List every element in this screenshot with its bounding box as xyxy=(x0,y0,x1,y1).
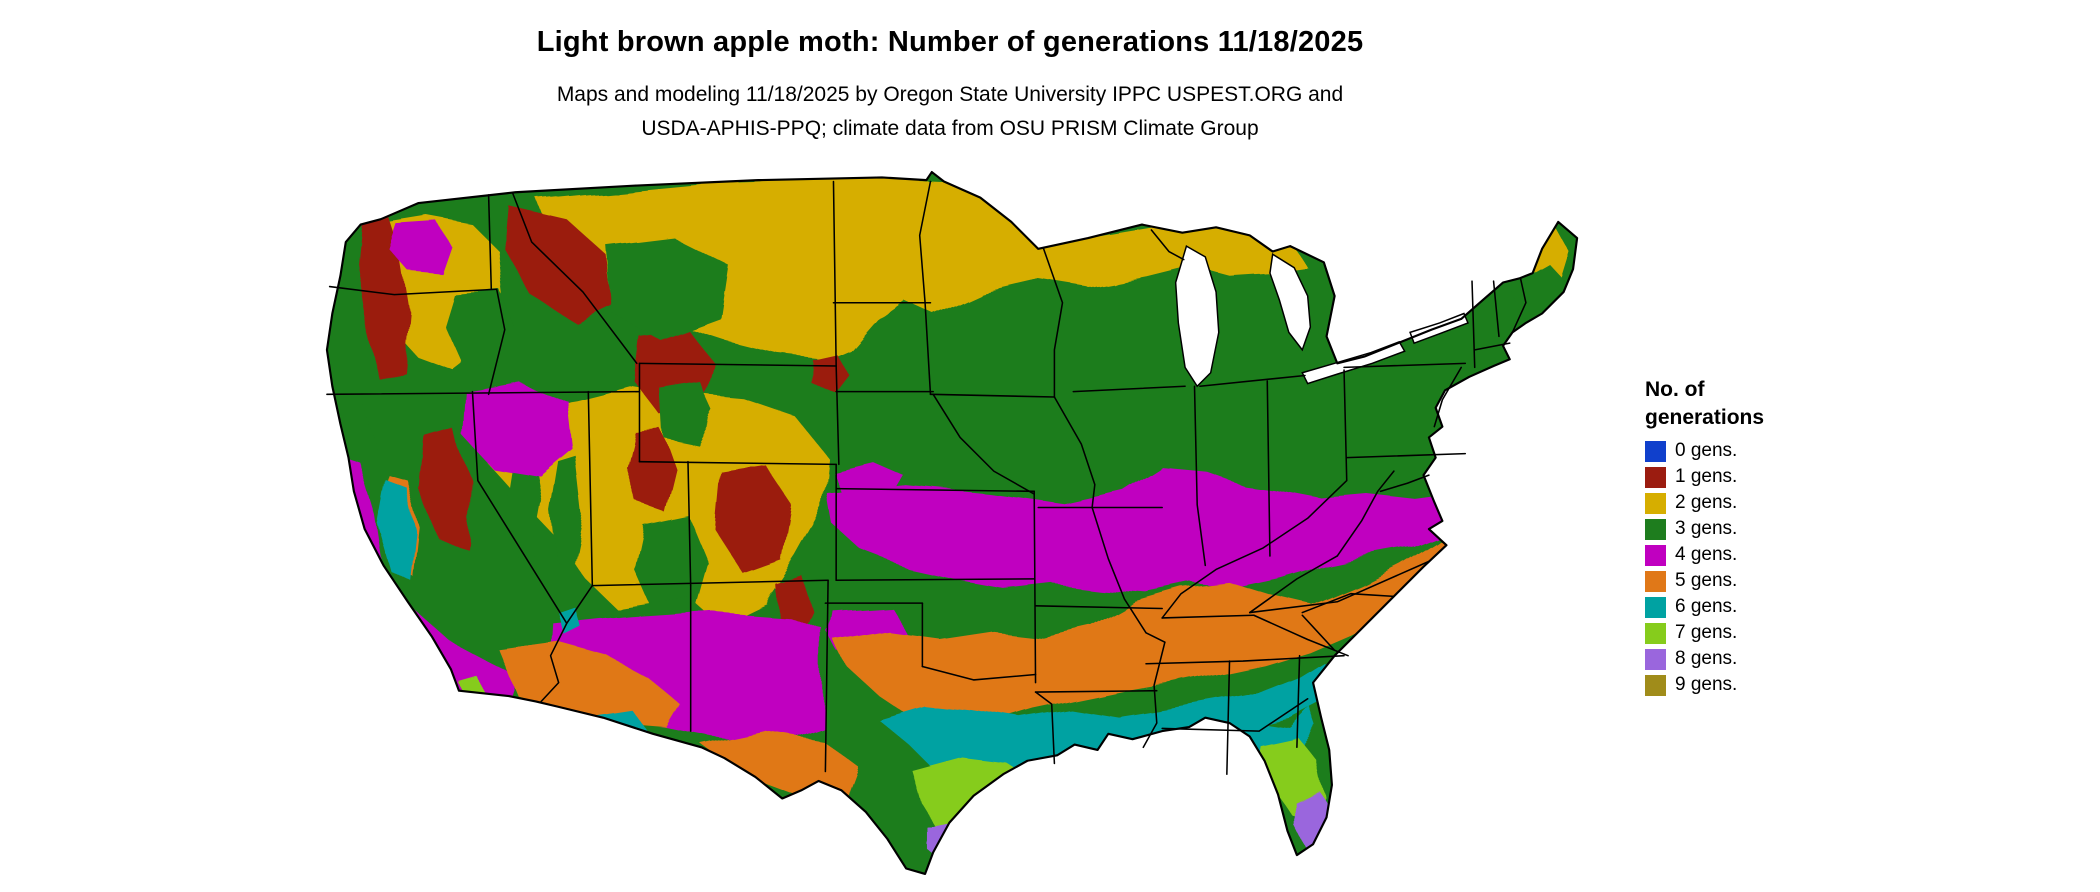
legend-item: 0 gens. xyxy=(1645,440,1865,462)
region-6-gens xyxy=(378,480,419,583)
us-map xyxy=(300,168,1600,882)
legend-item-label: 6 gens. xyxy=(1675,596,1738,617)
legend-item-label: 8 gens. xyxy=(1675,648,1738,669)
region-6-gens xyxy=(876,601,1398,799)
legend-swatch xyxy=(1645,492,1666,514)
legend-item-label: 3 gens. xyxy=(1675,518,1738,539)
legend-items: 0 gens. 1 gens. 2 gens. 3 gens. 4 gens. … xyxy=(1645,440,1865,696)
legend-swatch xyxy=(1645,466,1666,488)
region-3-gens xyxy=(661,383,715,445)
legend-swatch xyxy=(1645,570,1666,592)
region-4-gens xyxy=(832,461,904,503)
region-3-gens xyxy=(607,238,729,341)
region-3-gens xyxy=(1512,265,1567,319)
legend-item: 2 gens. xyxy=(1645,492,1865,514)
legend-item-label: 2 gens. xyxy=(1675,492,1738,513)
region-7-gens xyxy=(1047,749,1173,775)
legend-swatch xyxy=(1645,596,1666,618)
legend-item: 7 gens. xyxy=(1645,622,1865,644)
legend-swatch xyxy=(1645,674,1666,696)
legend-swatch xyxy=(1645,622,1666,644)
page-title: Light brown apple moth: Number of genera… xyxy=(536,26,1364,58)
region-1-gens xyxy=(504,205,613,323)
legend-title-line-2: generations xyxy=(1645,406,1765,429)
great-lakes xyxy=(1174,245,1469,388)
region-1-gens xyxy=(714,464,792,575)
region-4-gens xyxy=(461,380,573,476)
legend-item-label: 4 gens. xyxy=(1675,544,1738,565)
legend-item-label: 0 gens. xyxy=(1675,440,1738,461)
legend-item: 1 gens. xyxy=(1645,466,1865,488)
map-legend: No. of generations 0 gens. 1 gens. 2 gen… xyxy=(1645,376,1865,696)
lake-erie xyxy=(1301,340,1406,385)
legend-title-line-1: No. of xyxy=(1645,378,1705,401)
legend-item-label: 5 gens. xyxy=(1675,570,1738,591)
region-3-gens xyxy=(634,515,707,613)
legend-item: 4 gens. xyxy=(1645,544,1865,566)
legend-item: 6 gens. xyxy=(1645,596,1865,618)
legend-item-label: 1 gens. xyxy=(1675,466,1738,487)
region-3-gens xyxy=(550,456,583,570)
legend-item: 3 gens. xyxy=(1645,518,1865,540)
subtitle-line-2: USDA-APHIS-PPQ; climate data from OSU PR… xyxy=(641,117,1259,140)
region-1-gens xyxy=(811,353,847,391)
legend-title: No. of generations xyxy=(1645,376,1865,432)
lake-michigan xyxy=(1174,245,1220,388)
lake-huron xyxy=(1269,252,1312,352)
legend-item-label: 9 gens. xyxy=(1675,674,1738,695)
us-map-svg xyxy=(325,170,1579,875)
subtitle-line-1: Maps and modeling 11/18/2025 by Oregon S… xyxy=(556,83,1344,106)
region-9-gens xyxy=(1280,857,1314,872)
map-subtitle: Maps and modeling 11/18/2025 by Oregon S… xyxy=(300,78,1600,146)
region-4-gens xyxy=(828,467,1475,593)
region-5-gens xyxy=(499,642,680,728)
legend-item-label: 7 gens. xyxy=(1675,622,1738,643)
legend-swatch xyxy=(1645,544,1666,566)
region-1-gens xyxy=(626,429,675,512)
legend-swatch xyxy=(1645,518,1666,540)
legend-item: 8 gens. xyxy=(1645,648,1865,670)
region-1-gens xyxy=(418,426,473,548)
legend-item: 5 gens. xyxy=(1645,570,1865,592)
state-borders xyxy=(326,180,1527,775)
generation-bands xyxy=(326,172,1578,874)
region-4-gens xyxy=(388,221,451,274)
legend-swatch xyxy=(1645,440,1666,462)
region-8-gens xyxy=(930,822,994,872)
legend-swatch xyxy=(1645,648,1666,670)
legend-item: 9 gens. xyxy=(1645,674,1865,696)
us-outline xyxy=(325,170,1579,875)
